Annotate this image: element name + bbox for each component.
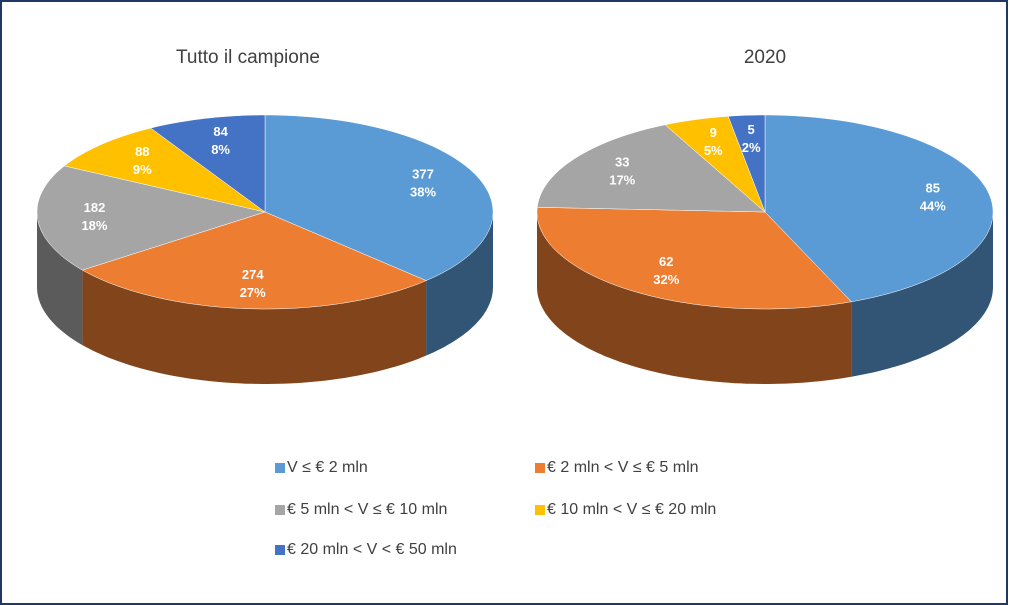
slice [36,165,266,271]
slice [764,114,994,303]
data-label-percent: 5% [704,143,723,158]
data-label: 9 [710,125,717,140]
data-label: 377 [412,167,434,182]
data-label: 85 [926,180,940,195]
data-label: 62 [659,254,673,269]
slice [81,211,427,310]
data-label-percent: 27% [240,285,266,300]
data-label: 33 [615,154,629,169]
legend-swatch [275,463,285,473]
data-label-percent: 38% [410,185,436,200]
slice [727,114,766,213]
slice [63,127,266,213]
chart-title: Tutto il campione [176,47,320,68]
legend-label: V ≤ € 2 mln [287,459,368,476]
slice-side [426,212,493,356]
data-label-percent: 44% [920,198,946,213]
legend-label: € 20 mln < V < € 50 mln [287,541,457,558]
data-label-percent: 9% [133,162,152,177]
slice [664,116,766,213]
legend-swatch [535,463,545,473]
legend-swatch [275,545,285,555]
slice-side [37,212,83,346]
legend-label: € 2 mln < V ≤ € 5 mln [547,459,699,476]
legend-swatch [535,505,545,515]
data-label-percent: 18% [81,218,107,233]
legend-label: € 5 mln < V ≤ € 10 mln [287,501,447,518]
data-label-percent: 17% [609,172,635,187]
data-label: 5 [748,122,755,137]
data-label: 84 [213,124,228,139]
chart-title: 2020 [744,47,786,68]
slice-side [82,270,427,384]
slice [537,124,766,213]
legend-label: € 10 mln < V ≤ € 20 mln [547,501,716,518]
data-label: 274 [242,267,264,282]
slice-side [851,212,993,377]
data-label: 182 [84,200,106,215]
data-label-percent: 2% [742,140,761,155]
slice [536,207,852,310]
data-label: 88 [135,144,149,159]
data-label-percent: 8% [211,142,230,157]
slice [150,114,266,213]
slice [264,114,494,281]
slice-side [537,212,852,384]
data-label-percent: 32% [653,272,679,287]
legend-swatch [275,505,285,515]
